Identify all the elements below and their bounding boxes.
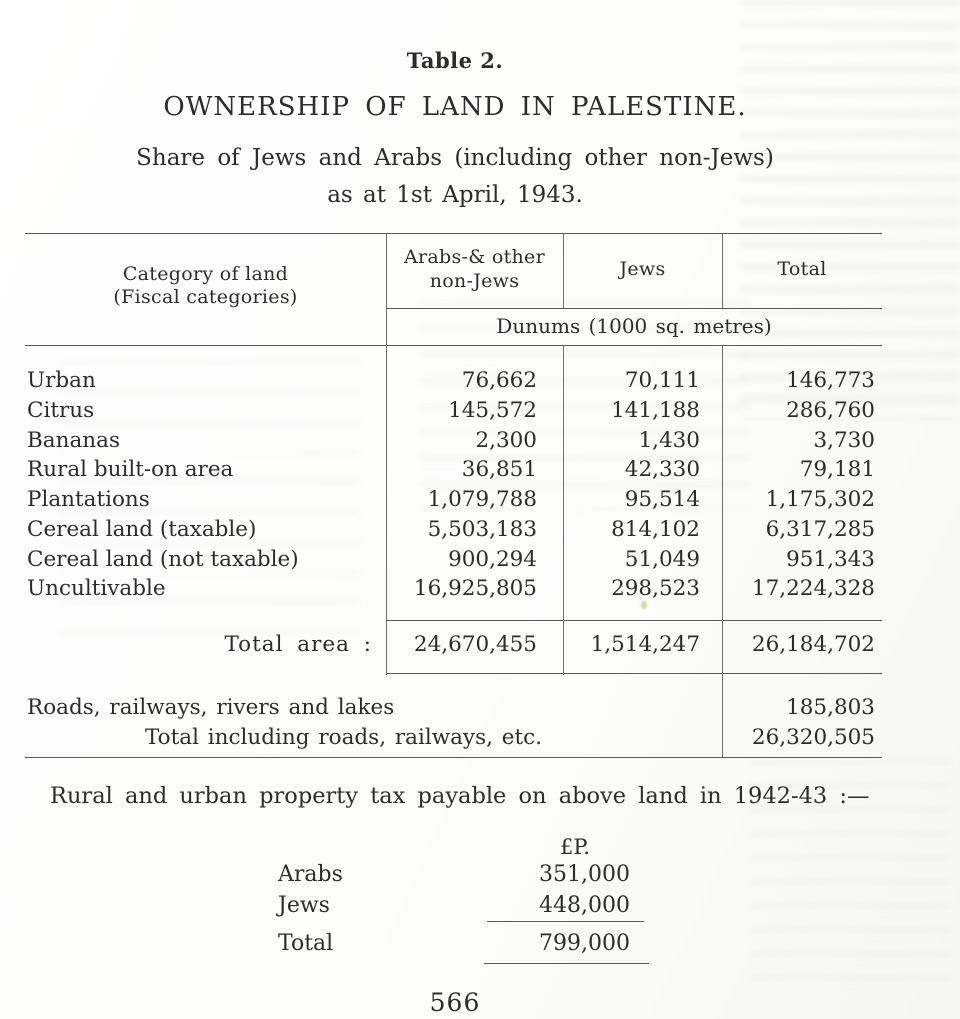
- table-row: Uncultivable 16,925,805 298,523 17,224,3…: [25, 574, 882, 604]
- row-label: Urban: [27, 368, 96, 394]
- column-divider-3-body: [722, 345, 724, 757]
- row-label: Rural built-on area: [27, 457, 234, 483]
- pre-total-rule-arabs: [386, 620, 563, 622]
- table-top-rule: [25, 233, 882, 235]
- tax-row-jews: Jews 448,000: [278, 891, 630, 919]
- tax-total-rule: [484, 963, 649, 965]
- page-number: 566: [429, 988, 481, 1017]
- row-label: Plantations: [27, 487, 150, 513]
- column-divider-2-header: [563, 233, 565, 308]
- column-header-category-line1: Category of land: [122, 263, 289, 285]
- tax-section-heading: Rural and urban property tax payable on …: [50, 783, 870, 809]
- tax-row-arabs: Arabs 351,000: [278, 860, 630, 888]
- post-total-rule-arabs: [386, 673, 563, 675]
- pre-total-rule-total: [722, 620, 882, 622]
- cell-total: 951,343: [786, 546, 875, 572]
- table-row: Cereal land (not taxable) 900,294 51,049…: [25, 544, 882, 574]
- cell-jews: 70,111: [624, 368, 700, 394]
- cell-arabs: 145,572: [448, 398, 537, 424]
- total-area-row: Total area : 24,670,455 1,514,247 26,184…: [25, 626, 882, 662]
- total-area-label: Total area :: [224, 631, 372, 657]
- ink-speck-artifact: [641, 601, 647, 609]
- cell-arabs: 36,851: [461, 457, 537, 483]
- total-area-total: 26,184,702: [751, 631, 875, 657]
- table-row: Cereal land (taxable) 5,503,183 814,102 …: [25, 515, 882, 545]
- cell-arabs: 16,925,805: [413, 576, 537, 602]
- cell-total: 286,760: [786, 398, 875, 424]
- cell-arabs: 1,079,788: [427, 487, 537, 513]
- cell-jews: 1,430: [638, 427, 700, 453]
- column-header-arabs-line2: non-Jews: [429, 270, 520, 292]
- tax-row-total: Total 799,000: [278, 929, 630, 957]
- cell-total: 79,181: [799, 457, 875, 483]
- table-number-label: Table 2.: [406, 48, 504, 73]
- currency-header: £P.: [560, 835, 590, 859]
- column-divider-2-body: [563, 345, 565, 675]
- unit-row-bottom-rule: [25, 345, 882, 347]
- cell-arabs: 5,503,183: [427, 516, 537, 542]
- tax-value: 799,000: [539, 930, 630, 956]
- subtitle-line-2: as at 1st April, 1943.: [327, 182, 583, 208]
- cell-jews: 42,330: [624, 457, 700, 483]
- cell-jews: 141,188: [611, 398, 700, 424]
- row-label: Cereal land (not taxable): [27, 546, 299, 572]
- column-header-jews: Jews: [619, 258, 666, 280]
- page-title: OWNERSHIP OF LAND IN PALESTINE.: [163, 92, 747, 122]
- cell-total: 3,730: [813, 427, 875, 453]
- tax-value: 351,000: [539, 861, 630, 887]
- cell-jews: 298,523: [611, 576, 700, 602]
- cell-total: 146,773: [786, 368, 875, 394]
- row-label: Citrus: [27, 398, 95, 424]
- tax-label: Total: [278, 930, 334, 956]
- roads-row: Roads, railways, rivers and lakes 185,80…: [25, 693, 882, 721]
- cell-arabs: 900,294: [448, 546, 537, 572]
- cell-jews: 51,049: [624, 546, 700, 572]
- column-header-category-line2: (Fiscal categories): [113, 286, 298, 308]
- column-divider-3-header: [722, 233, 724, 308]
- row-label: Cereal land (taxable): [27, 516, 257, 542]
- tax-label: Jews: [278, 892, 330, 918]
- table-row: Urban 76,662 70,111 146,773: [25, 366, 882, 396]
- cell-jews: 95,514: [624, 487, 700, 513]
- table-bottom-rule: [25, 757, 882, 759]
- table-row: Rural built-on area 36,851 42,330 79,181: [25, 455, 882, 485]
- cell-arabs: 2,300: [475, 427, 537, 453]
- tax-label: Arabs: [278, 861, 343, 887]
- column-header-arabs-line1: Arabs-& other: [404, 246, 545, 268]
- row-label: Bananas: [27, 427, 120, 453]
- cell-arabs: 76,662: [461, 368, 537, 394]
- cell-jews: 814,102: [611, 516, 700, 542]
- tax-value: 448,000: [539, 892, 630, 918]
- table-row: Citrus 145,572 141,188 286,760: [25, 396, 882, 426]
- grand-total-label: Total including roads, railways, etc.: [145, 724, 543, 750]
- unit-header: Dunums (1000 sq. metres): [496, 314, 772, 338]
- total-area-arabs: 24,670,455: [413, 631, 537, 657]
- pre-total-rule-jews: [563, 620, 722, 622]
- tax-subtotal-rule: [487, 921, 644, 923]
- cell-total: 17,224,328: [751, 576, 875, 602]
- table-row: Plantations 1,079,788 95,514 1,175,302: [25, 485, 882, 515]
- cell-total: 6,317,285: [765, 516, 875, 542]
- header-sub-rule: [386, 308, 882, 310]
- column-header-total: Total: [777, 258, 827, 280]
- roads-label: Roads, railways, rivers and lakes: [27, 694, 395, 720]
- roads-total: 185,803: [786, 694, 875, 720]
- column-divider-1: [386, 233, 388, 675]
- cell-total: 1,175,302: [765, 487, 875, 513]
- row-label: Uncultivable: [27, 576, 166, 602]
- grand-total-row: Total including roads, railways, etc. 26…: [25, 723, 882, 751]
- post-total-rule-total: [722, 673, 882, 675]
- table-row: Bananas 2,300 1,430 3,730: [25, 425, 882, 455]
- total-area-jews: 1,514,247: [590, 631, 700, 657]
- subtitle-line-1: Share of Jews and Arabs (including other…: [136, 145, 774, 171]
- grand-total-value: 26,320,505: [751, 724, 875, 750]
- post-total-rule-jews: [563, 673, 722, 675]
